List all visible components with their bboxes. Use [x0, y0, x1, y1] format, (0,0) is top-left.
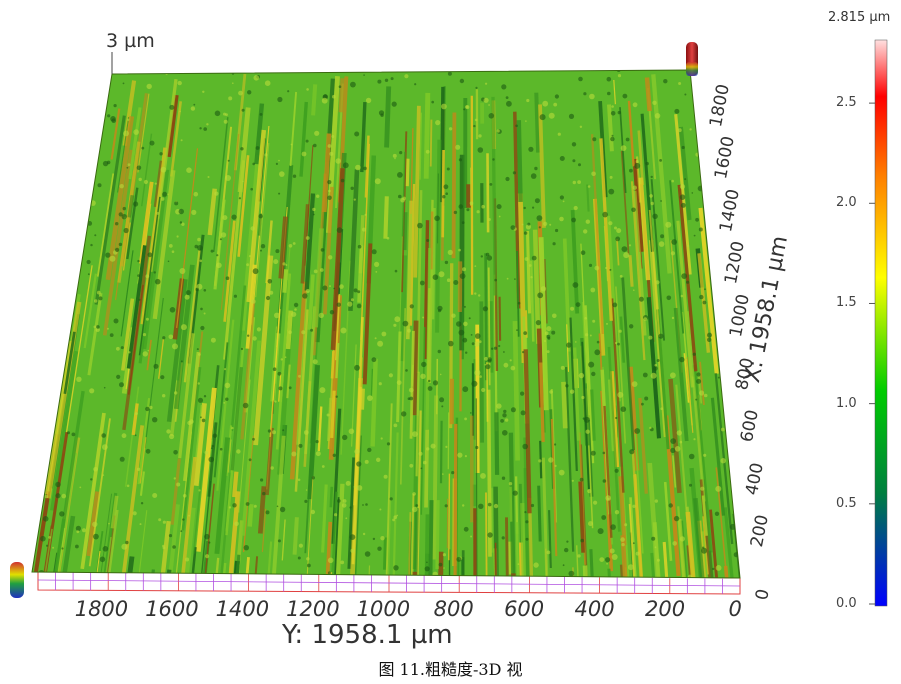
figure-caption: 图 11.粗糙度-3D 视 — [0, 656, 901, 680]
colorbar-tick-label: 0.0 — [836, 596, 857, 611]
y-axis-tick-label: 1000 — [357, 597, 410, 621]
y-axis-tick-label: 800 — [434, 597, 474, 621]
colorbar-tick-label: 0.5 — [836, 496, 857, 511]
colorbar-tick-label: 1.0 — [836, 396, 857, 411]
colorbar — [875, 40, 887, 606]
corner-marker-bottom — [10, 562, 24, 598]
colorbar-max-label: 2.815 µm — [828, 10, 890, 25]
z-scale-label: 3 µm — [106, 30, 155, 52]
colorbar-tick-label: 2.5 — [836, 95, 857, 110]
y-axis-tick-label: 1200 — [286, 597, 339, 621]
y-axis-tick-label: 1800 — [75, 597, 128, 621]
corner-marker-top — [686, 42, 698, 76]
y-axis-tick-label: 400 — [575, 597, 615, 621]
y-axis-tick-label: 200 — [645, 597, 685, 621]
y-axis-tick-label: 600 — [504, 597, 544, 621]
y-axis-title: Y: 1958.1 µm — [282, 620, 453, 650]
y-axis-tick-label: 0 — [729, 597, 742, 621]
y-axis-tick-label: 1400 — [216, 597, 269, 621]
colorbar-tick-label: 2.0 — [836, 195, 857, 210]
colorbar-tick-label: 1.5 — [836, 295, 857, 310]
colorbar-ticks — [869, 103, 875, 604]
y-axis-tick-label: 1600 — [145, 597, 198, 621]
